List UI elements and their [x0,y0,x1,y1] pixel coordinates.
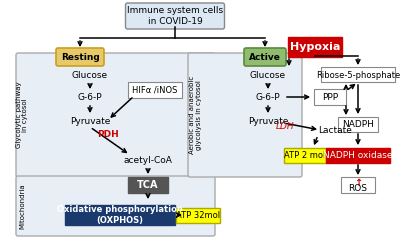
FancyBboxPatch shape [16,53,215,177]
Text: Pyruvate: Pyruvate [248,116,288,125]
Text: ↑: ↑ [354,178,362,188]
FancyBboxPatch shape [56,48,104,66]
FancyBboxPatch shape [128,82,182,98]
Text: NADPH: NADPH [342,120,374,129]
Text: Pyruvate: Pyruvate [70,116,110,125]
Text: Glucose: Glucose [72,70,108,79]
FancyBboxPatch shape [314,89,346,105]
Text: ATP 2 mol: ATP 2 mol [284,150,326,159]
FancyBboxPatch shape [244,48,286,66]
FancyBboxPatch shape [65,205,175,225]
FancyBboxPatch shape [128,177,168,193]
Text: Ribose-5-phosphate: Ribose-5-phosphate [316,70,400,79]
Text: acetyl-CoA: acetyl-CoA [124,156,172,165]
Text: TCA: TCA [137,180,159,190]
Text: Aerobic and anaerobic
glycolysis in cytosol: Aerobic and anaerobic glycolysis in cyto… [190,76,202,154]
Text: Hypoxia: Hypoxia [290,42,340,52]
Text: Lactate: Lactate [318,125,352,134]
FancyBboxPatch shape [284,148,326,163]
Text: Active: Active [249,52,281,61]
FancyBboxPatch shape [341,177,375,193]
FancyBboxPatch shape [338,116,378,131]
FancyBboxPatch shape [126,3,224,29]
Text: G-6-P: G-6-P [256,93,280,102]
FancyBboxPatch shape [176,208,220,223]
Text: NADPH oxidase: NADPH oxidase [323,150,393,159]
Text: HIFα /iNOS: HIFα /iNOS [132,86,178,95]
Text: Glucose: Glucose [250,70,286,79]
Text: ROS: ROS [348,183,368,192]
Text: Glycolytic pathway
in cytosol: Glycolytic pathway in cytosol [16,82,28,148]
FancyBboxPatch shape [188,53,302,177]
FancyBboxPatch shape [321,68,395,83]
FancyBboxPatch shape [16,176,215,236]
Text: Immune system cells
in COVID-19: Immune system cells in COVID-19 [127,6,223,26]
Text: LDH: LDH [276,122,294,130]
Text: Resting: Resting [61,52,99,61]
Text: PPP: PPP [322,93,338,102]
Text: ATP 32mol: ATP 32mol [176,210,220,219]
FancyBboxPatch shape [288,37,342,57]
Text: Oxidative phosphorylation
(OXPHOS): Oxidative phosphorylation (OXPHOS) [57,205,183,225]
Text: G-6-P: G-6-P [78,93,102,102]
FancyBboxPatch shape [326,148,390,163]
Text: PDH: PDH [97,130,119,139]
Text: Mitochondria: Mitochondria [19,183,25,229]
